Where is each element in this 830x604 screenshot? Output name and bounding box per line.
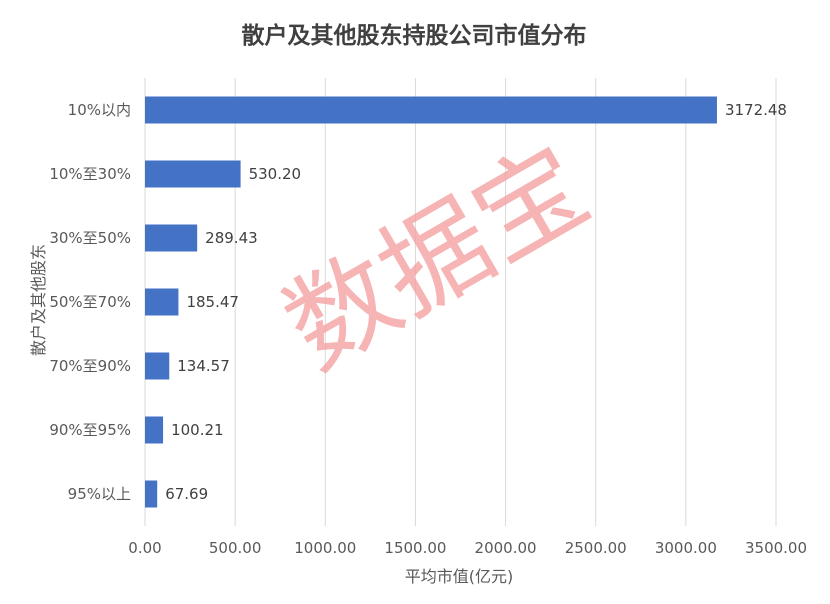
x-axis-title: 平均市值(亿元) [405, 567, 514, 586]
bar [145, 288, 179, 316]
x-tick-label: 1000.00 [294, 539, 356, 557]
bar [145, 224, 198, 252]
data-label: 100.21 [171, 421, 224, 439]
category-label: 50%至70% [49, 293, 131, 311]
category-label: 95%以上 [68, 485, 131, 503]
bar [145, 352, 170, 380]
category-label: 30%至50% [49, 229, 131, 247]
bar [145, 96, 717, 124]
data-label: 185.47 [186, 293, 239, 311]
x-tick-label: 0.00 [128, 539, 161, 557]
data-label: 289.43 [205, 229, 258, 247]
category-label: 90%至95% [49, 421, 131, 439]
x-tick-label: 3500.00 [745, 539, 807, 557]
category-label: 70%至90% [49, 357, 131, 375]
y-axis-title: 散户及其他股东 [29, 244, 48, 356]
bar [145, 480, 158, 508]
data-label: 134.57 [177, 357, 230, 375]
category-labels: 10%以内 10%至30% 30%至50% 50%至70% 70%至90% 90%至95%… [49, 101, 131, 503]
bar [145, 160, 241, 188]
x-tick-labels: 0.00 500.00 1000.00 1500.00 2000.00 2500.00 30… [128, 539, 807, 557]
category-label: 10%至30% [49, 165, 131, 183]
data-label: 530.20 [249, 165, 301, 183]
data-label: 3172.48 [725, 101, 787, 119]
x-tick-label: 1500.00 [384, 539, 446, 557]
category-label: 10%以内 [68, 101, 131, 119]
watermark: 数据宝 [265, 123, 608, 393]
x-tick-label: 500.00 [209, 539, 262, 557]
data-label: 67.69 [165, 485, 208, 503]
chart-title: 散户及其他股东持股公司市值分布 [242, 22, 587, 49]
gridlines [144, 78, 777, 526]
bar [145, 416, 164, 444]
x-tick-label: 2000.00 [475, 539, 537, 557]
watermark-text: 数据宝 [265, 123, 608, 393]
bars: 3172.48 530.20 289.43 185.47 134.57 100.21 67.… [145, 96, 787, 508]
x-tick-label: 3000.00 [655, 539, 717, 557]
x-tick-label: 2500.00 [565, 539, 627, 557]
